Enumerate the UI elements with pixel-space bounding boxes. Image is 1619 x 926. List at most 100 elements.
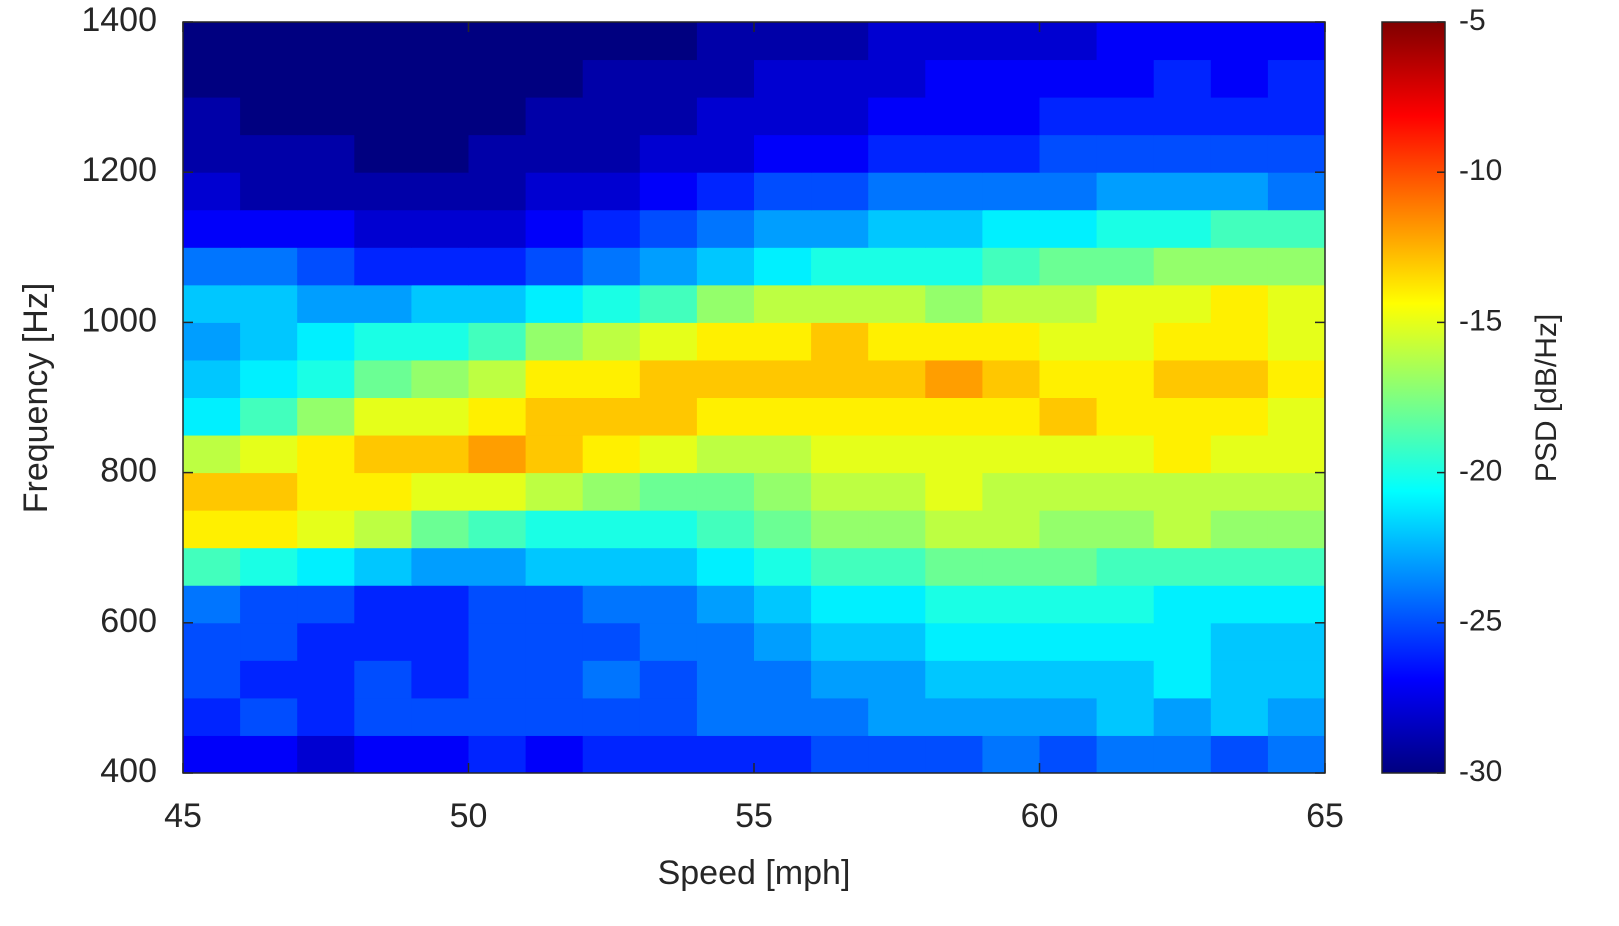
y-tick-label: 600 (100, 602, 157, 640)
heat-cell (696, 510, 755, 549)
heat-cell (183, 660, 241, 699)
heat-cell (868, 510, 926, 549)
heat-cell (525, 472, 584, 511)
heat-cell (1210, 735, 1269, 773)
heat-cell (982, 547, 1040, 586)
heat-cell (696, 134, 755, 173)
heat-cell (754, 59, 812, 98)
heat-cell (582, 284, 641, 323)
heat-cell (582, 510, 641, 549)
heat-cell (582, 697, 641, 736)
colorbar-tick-label: -20 (1459, 455, 1502, 488)
heat-cell (1039, 209, 1098, 248)
heat-cell (411, 97, 469, 136)
heat-cell (297, 547, 355, 586)
heat-cell (1210, 134, 1269, 173)
heat-cell (811, 585, 869, 624)
y-tick-label: 400 (100, 752, 157, 790)
heat-cell (582, 97, 641, 136)
heat-cell (411, 322, 469, 361)
heat-cell (1210, 322, 1269, 361)
heat-cell (468, 397, 527, 436)
heat-cell (525, 435, 584, 474)
heat-cell (696, 397, 755, 436)
heat-cell (1267, 359, 1325, 398)
heat-cell (754, 22, 812, 61)
heat-cell (582, 322, 641, 361)
y-tick-label: 1200 (81, 151, 157, 189)
heat-cell (639, 735, 698, 773)
heat-cell (754, 735, 812, 773)
heat-cell (411, 22, 469, 61)
heat-cell (1153, 697, 1212, 736)
heat-cell (754, 134, 812, 173)
heat-cell (1153, 359, 1212, 398)
heat-cell (811, 397, 869, 436)
heat-cell (1096, 510, 1155, 549)
heat-cell (525, 359, 584, 398)
heat-cell (925, 585, 983, 624)
heat-cell (1039, 134, 1098, 173)
heat-cell (468, 247, 527, 286)
heat-cell (582, 22, 641, 61)
heat-cell (240, 397, 298, 436)
heat-cell (411, 209, 469, 248)
colorbar-tick-label: -10 (1459, 154, 1502, 187)
heat-cell (582, 209, 641, 248)
heat-cell (811, 472, 869, 511)
heat-cell (297, 59, 355, 98)
heat-cell (982, 397, 1040, 436)
heat-cell (868, 322, 926, 361)
heat-cell (1039, 59, 1098, 98)
heat-cell (696, 209, 755, 248)
heat-cell (354, 435, 412, 474)
heat-cell (696, 359, 755, 398)
heat-cell (1210, 697, 1269, 736)
heat-cell (868, 397, 926, 436)
heat-cell (411, 284, 469, 323)
heat-cell (354, 697, 412, 736)
heat-cell (411, 435, 469, 474)
heat-cell (1210, 472, 1269, 511)
heat-cell (1267, 247, 1325, 286)
heat-cell (297, 22, 355, 61)
colorbar-tick-label: -15 (1459, 304, 1502, 337)
heat-cell (525, 247, 584, 286)
heat-cell (240, 247, 298, 286)
heat-cell (1267, 134, 1325, 173)
heat-cell (354, 472, 412, 511)
heat-cell (868, 97, 926, 136)
heat-cell (240, 697, 298, 736)
heat-cell (639, 397, 698, 436)
heat-cell (240, 97, 298, 136)
heat-cell (696, 97, 755, 136)
heat-cell (525, 622, 584, 661)
heat-cell (754, 284, 812, 323)
heat-cell (240, 322, 298, 361)
heat-cell (183, 322, 241, 361)
heat-cell (582, 547, 641, 586)
heat-cell (1096, 697, 1155, 736)
heat-cell (1096, 59, 1155, 98)
heat-cell (1267, 660, 1325, 699)
heat-cell (354, 247, 412, 286)
heat-cell (354, 397, 412, 436)
heat-cell (754, 510, 812, 549)
heat-cell (925, 359, 983, 398)
heat-cell (639, 134, 698, 173)
heat-cell (754, 622, 812, 661)
colorbar-tick-label: -30 (1459, 755, 1502, 788)
heat-cell (525, 172, 584, 211)
heat-cell (925, 735, 983, 773)
heat-cell (525, 697, 584, 736)
heat-cell (411, 172, 469, 211)
heat-cell (925, 247, 983, 286)
y-tick-label: 1400 (81, 1, 157, 39)
heat-cell (468, 59, 527, 98)
heat-cell (982, 510, 1040, 549)
x-tick-label: 60 (1021, 797, 1059, 835)
heat-cell (1210, 359, 1269, 398)
heatmap (183, 22, 1325, 773)
heat-cell (468, 510, 527, 549)
heat-cell (240, 547, 298, 586)
